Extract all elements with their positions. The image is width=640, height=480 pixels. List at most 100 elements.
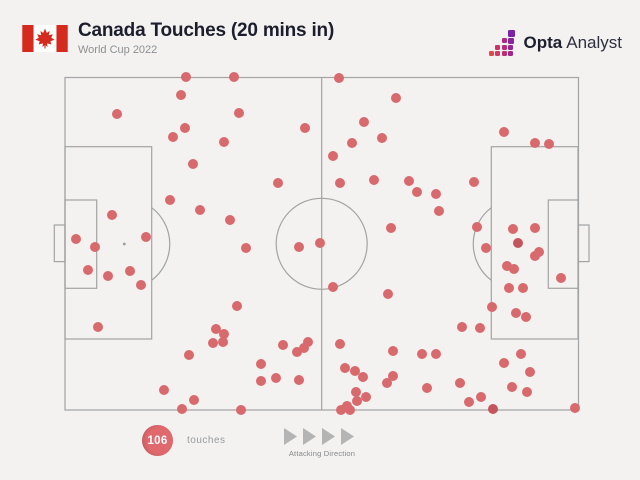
- touch-dot: [513, 238, 523, 248]
- touch-dot: [184, 350, 194, 360]
- touch-dot: [404, 176, 414, 186]
- touch-dot: [530, 251, 540, 261]
- touch-dot: [208, 338, 218, 348]
- touch-dot: [218, 337, 228, 347]
- touch-dot: [382, 378, 392, 388]
- touch-dot: [525, 367, 535, 377]
- touch-dot: [225, 215, 235, 225]
- touch-dot: [256, 376, 266, 386]
- touch-dot: [422, 383, 432, 393]
- touch-dot: [556, 273, 566, 283]
- touch-dot: [431, 349, 441, 359]
- touch-dot: [507, 382, 517, 392]
- touch-dot: [518, 283, 528, 293]
- touch-dot: [271, 373, 281, 383]
- touch-dot: [469, 177, 479, 187]
- touch-dot: [300, 123, 310, 133]
- touches-count-badge: 106: [142, 425, 173, 456]
- opta-logo-text: Opta Analyst: [524, 33, 622, 53]
- touch-dot: [358, 372, 368, 382]
- opta-analyst-logo: Opta Analyst: [488, 28, 622, 58]
- left-penalty-spot: [122, 242, 126, 246]
- touch-dot: [499, 358, 509, 368]
- touch-dot: [93, 322, 103, 332]
- touch-dot: [125, 266, 135, 276]
- touch-dot: [334, 73, 344, 83]
- pitch-outline: [53, 76, 590, 411]
- touch-dot: [487, 302, 497, 312]
- touch-dot: [544, 139, 554, 149]
- touch-dot: [521, 312, 531, 322]
- touch-dot: [351, 387, 361, 397]
- opta-mark-square: [501, 51, 507, 56]
- touch-dot: [195, 205, 205, 215]
- touch-dot: [177, 404, 187, 414]
- touch-dot: [499, 127, 509, 137]
- touch-dot: [107, 210, 117, 220]
- attacking-direction-label: Attacking Direction: [288, 449, 356, 458]
- touch-dot: [388, 371, 398, 381]
- touch-dot: [434, 206, 444, 216]
- touch-dot: [241, 243, 251, 253]
- touch-dot: [391, 93, 401, 103]
- touch-dot: [457, 322, 467, 332]
- analyst-wordmark: Analyst: [566, 33, 622, 52]
- touch-dot: [335, 178, 345, 188]
- touch-dot: [219, 329, 229, 339]
- touch-dot: [165, 195, 175, 205]
- touch-dot: [294, 375, 304, 385]
- touch-dot: [350, 366, 360, 376]
- touch-dot: [417, 349, 427, 359]
- touch-dot: [328, 282, 338, 292]
- touch-dot: [522, 387, 532, 397]
- touch-dot: [516, 349, 526, 359]
- touch-dot: [475, 323, 485, 333]
- touch-dot: [234, 108, 244, 118]
- touch-dot: [181, 72, 191, 82]
- touch-dot: [141, 232, 151, 242]
- touch-dot: [336, 405, 346, 415]
- touch-dot: [188, 159, 198, 169]
- opta-mark-square: [495, 51, 501, 56]
- touches-label: touches: [187, 435, 226, 446]
- touch-dot: [219, 137, 229, 147]
- touch-dot: [103, 271, 113, 281]
- opta-wordmark: Opta: [523, 33, 563, 52]
- touch-dot: [180, 123, 190, 133]
- touch-dot: [211, 324, 221, 334]
- opta-mark-square: [508, 44, 514, 50]
- touch-dot: [504, 283, 514, 293]
- touch-dot: [294, 242, 304, 252]
- touch-dot: [508, 224, 518, 234]
- touch-dot: [412, 187, 422, 197]
- touch-dot: [511, 308, 521, 318]
- opta-mark-square: [488, 51, 494, 56]
- touch-dot: [335, 339, 345, 349]
- opta-logo-icon: [488, 28, 517, 58]
- touch-dot: [509, 264, 519, 274]
- touch-dot: [176, 90, 186, 100]
- touch-dot: [303, 337, 313, 347]
- touch-dot: [340, 363, 350, 373]
- touch-dot: [168, 132, 178, 142]
- touch-dot: [431, 189, 441, 199]
- touch-dot: [386, 223, 396, 233]
- opta-mark-square: [495, 44, 501, 50]
- opta-mark-square: [501, 44, 507, 50]
- opta-mark-square: [507, 29, 516, 37]
- page-title: Canada Touches (20 mins in): [78, 20, 335, 41]
- touches-count-value: 106: [147, 434, 168, 447]
- touch-dot: [359, 117, 369, 127]
- touch-dot: [377, 133, 387, 143]
- touch-dot: [347, 138, 357, 148]
- touch-dot: [229, 72, 239, 82]
- touch-dot: [383, 289, 393, 299]
- touch-dot: [112, 109, 122, 119]
- touch-dot: [273, 178, 283, 188]
- touch-dot: [71, 234, 81, 244]
- touch-dot: [83, 265, 93, 275]
- touch-dot: [464, 397, 474, 407]
- opta-mark-square: [508, 37, 515, 44]
- attacking-direction-arrows-icon: [284, 427, 362, 451]
